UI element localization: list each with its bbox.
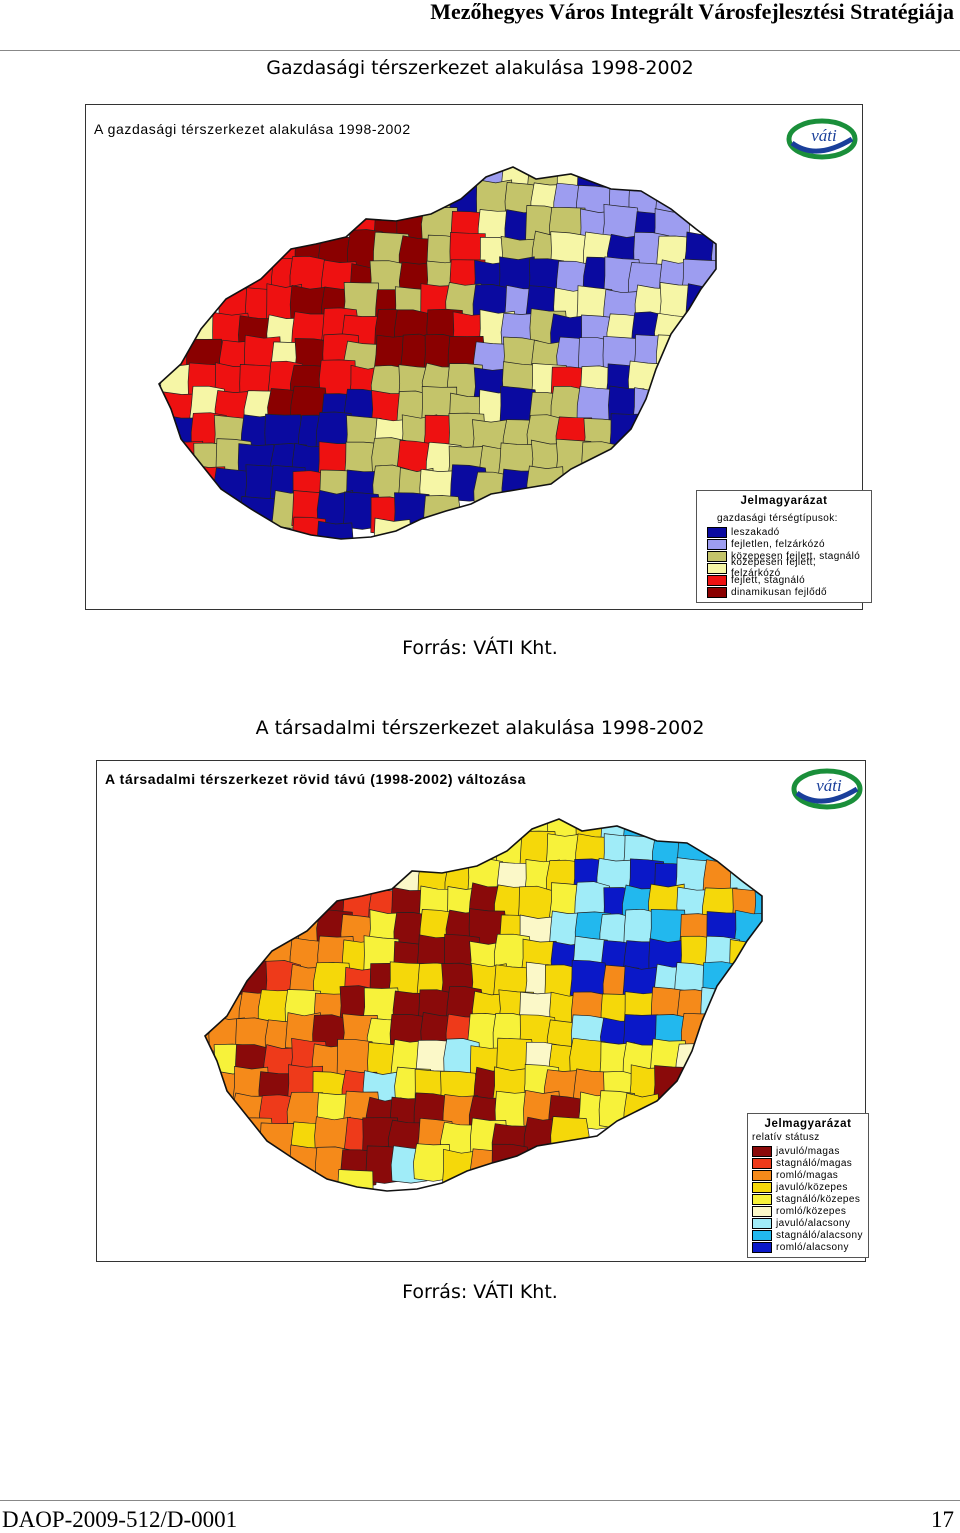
- legend-label: javuló/alacsony: [776, 1217, 851, 1229]
- legend-label: stagnáló/alacsony: [776, 1229, 863, 1241]
- social-legend: Jelmagyarázat relatív státusz javuló/mag…: [747, 1113, 869, 1258]
- legend-item: javuló/magas: [752, 1145, 864, 1157]
- legend-label: romló/alacsony: [776, 1241, 849, 1253]
- footer-page-number: 17: [931, 1507, 954, 1532]
- legend-label: javuló/magas: [776, 1145, 840, 1157]
- legend-label: leszakadó: [731, 526, 780, 538]
- legend-swatch: [707, 526, 727, 538]
- legend-swatch: [707, 538, 727, 550]
- legend-title: Jelmagyarázat: [764, 1118, 852, 1130]
- social-regions-map: [204, 818, 763, 1192]
- economic-map-title: A gazdasági térszerkezet alakulása 1998-…: [94, 121, 411, 137]
- section1-source: Forrás: VÁTI Kht.: [402, 637, 558, 659]
- legend-item: stagnáló/magas: [752, 1157, 864, 1169]
- legend-label: közepesen fejlett, stagnáló: [731, 550, 861, 562]
- map-region: [569, 959, 607, 996]
- footer-document-id: DAOP-2009-512/D-0001: [2, 1507, 238, 1532]
- legend-item: romló/közepes: [752, 1205, 864, 1217]
- map-region: [373, 517, 412, 539]
- section1-caption: Gazdasági térszerkezet alakulása 1998-20…: [266, 57, 694, 79]
- legend-label: fejletlen, felzárkózó: [731, 538, 826, 550]
- map-region: [700, 987, 739, 1026]
- legend-swatch: [752, 1193, 772, 1205]
- legend-item: fejletlen, felzárkózó: [707, 538, 865, 550]
- section2-caption: A társadalmi térszerkezet alakulása 1998…: [255, 717, 705, 739]
- legend-label: fejlett, stagnáló: [731, 574, 806, 586]
- map-region: [602, 203, 641, 241]
- legend-swatch: [752, 1145, 772, 1157]
- legend-swatch: [707, 550, 727, 562]
- social-map-title: A társadalmi térszerkezet rövid távú (19…: [105, 771, 527, 787]
- legend-swatch: [752, 1157, 772, 1169]
- map-region: [729, 939, 762, 976]
- legend-subtitle: relatív státusz: [752, 1132, 820, 1143]
- legend-swatch: [707, 562, 727, 574]
- legend-item: javuló/közepes: [752, 1181, 864, 1193]
- legend-item: dinamikusan fejlődő: [707, 586, 865, 598]
- legend-title: Jelmagyarázat: [740, 495, 828, 507]
- legend-label: javuló/közepes: [776, 1181, 848, 1193]
- vati-logo: váti: [791, 768, 863, 810]
- map-region: [632, 387, 670, 426]
- legend-item: romló/alacsony: [752, 1241, 864, 1253]
- country-outline: [204, 818, 763, 1192]
- country-outline: [158, 166, 717, 540]
- legend-subtitle: gazdasági térségtípusok:: [717, 513, 838, 524]
- map-region: [653, 1065, 690, 1102]
- map-region: [316, 520, 354, 539]
- vati-logo: váti: [786, 118, 858, 160]
- legend-item: romló/magas: [752, 1169, 864, 1181]
- social-map-frame: A társadalmi térszerkezet rövid távú (19…: [96, 760, 869, 1262]
- legend-label: stagnáló/közepes: [776, 1193, 861, 1205]
- legend-item: stagnáló/alacsony: [752, 1229, 864, 1241]
- legend-item: közepesen fejlett, stagnáló: [707, 550, 865, 562]
- map-region: [550, 1116, 590, 1154]
- map-region: [753, 882, 762, 920]
- legend-label: romló/közepes: [776, 1205, 847, 1217]
- legend-swatch: [707, 586, 727, 598]
- economic-regions-map: [158, 166, 717, 540]
- map-region: [239, 496, 277, 534]
- legend-label: közepesen fejlett, felzárkózó: [731, 557, 817, 579]
- economic-legend: Jelmagyarázat gazdasági térségtípusok: l…: [696, 490, 872, 603]
- legend-item: leszakadó: [707, 526, 865, 538]
- legend-swatch: [752, 1241, 772, 1253]
- section2-source: Forrás: VÁTI Kht.: [402, 1281, 558, 1303]
- header-divider: [0, 50, 960, 51]
- map-region: [680, 1012, 719, 1049]
- legend-item: közepesen fejlett, felzárkózó: [707, 557, 865, 579]
- footer-divider: [0, 1500, 960, 1501]
- legend-swatch: [752, 1229, 772, 1241]
- legend-swatch: [752, 1217, 772, 1229]
- map-region: [422, 495, 462, 533]
- document-header-title: Mezőhegyes Város Integrált Városfejleszt…: [430, 0, 954, 24]
- map-region: [656, 334, 694, 371]
- map-region: [622, 1092, 660, 1129]
- vati-logo-text: váti: [816, 776, 842, 795]
- legend-label: dinamikusan fejlődő: [731, 586, 827, 598]
- legend-swatch: [752, 1169, 772, 1181]
- legend-swatch: [752, 1205, 772, 1217]
- legend-swatch: [707, 574, 727, 586]
- economic-map-frame: A gazdasági térszerkezet alakulása 1998-…: [85, 104, 872, 610]
- legend-item: stagnáló/közepes: [752, 1193, 864, 1205]
- legend-swatch: [752, 1181, 772, 1193]
- vati-logo-text: váti: [811, 126, 837, 145]
- legend-item: javuló/alacsony: [752, 1217, 864, 1229]
- legend-label: romló/magas: [776, 1169, 839, 1181]
- legend-item: fejlett, stagnáló: [707, 574, 865, 586]
- legend-label: stagnáló/magas: [776, 1157, 853, 1169]
- map-region: [685, 283, 716, 322]
